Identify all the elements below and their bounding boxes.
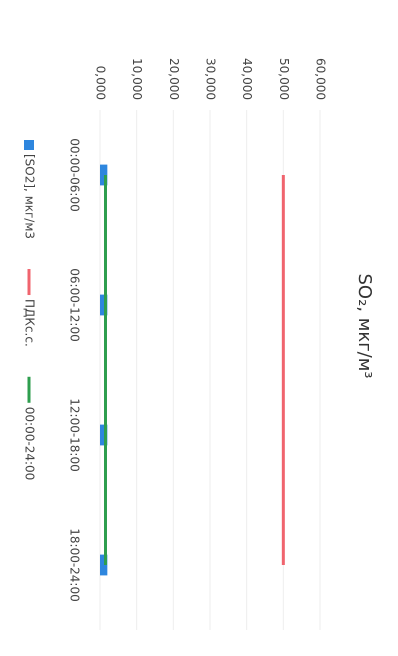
legend-label: [SO2], мкг/м3 — [23, 154, 37, 239]
y-tick-label: 10,000 — [130, 58, 144, 100]
x-tick-label: 18:00-24:00 — [68, 528, 82, 602]
x-tick-label: 00:00-06:00 — [68, 138, 82, 212]
rotated-chart: SO₂, мкг/м³ 0,000 10,000 20,000 30,000 40,00… — [23, 58, 375, 630]
x-tick-label: 12:00-18:00 — [68, 398, 82, 472]
y-tick-label: 30,000 — [204, 58, 218, 100]
chart-title: SO₂, мкг/м³ — [354, 273, 375, 378]
y-tick-label: 40,000 — [240, 58, 254, 100]
legend-swatch — [24, 140, 34, 150]
legend-label: ПДКс.с. — [23, 299, 37, 347]
y-tick-label: 60,000 — [314, 58, 328, 100]
y-tick-label: 0,000 — [94, 66, 108, 100]
y-tick-label: 50,000 — [277, 58, 291, 100]
legend-label: 00:00-24:00 — [23, 407, 37, 481]
x-tick-label: 06:00-12:00 — [68, 268, 82, 342]
y-tick-label: 20,000 — [167, 58, 181, 100]
